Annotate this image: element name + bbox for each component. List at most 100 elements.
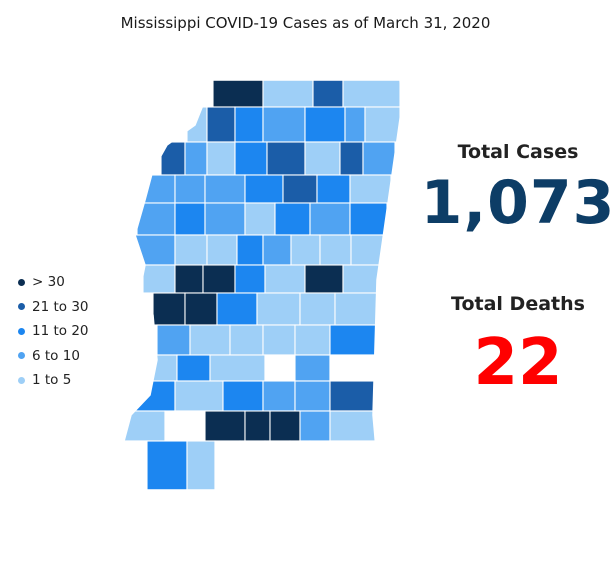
county-region: [186, 106, 208, 143]
county-region: [349, 202, 388, 236]
legend-label: 1 to 5: [32, 372, 72, 389]
county-region: [234, 264, 266, 294]
county-region: [202, 264, 236, 294]
county-region: [184, 292, 218, 326]
county-region: [269, 410, 301, 442]
county-region: [334, 292, 379, 326]
county-region: [329, 354, 378, 382]
county-region: [329, 380, 376, 412]
county-region: [304, 106, 346, 143]
county-region: [282, 174, 318, 204]
county-region: [329, 410, 376, 442]
county-region: [262, 106, 306, 143]
county-region: [204, 202, 246, 236]
map-title: Mississippi COVID-19 Cases as of March 3…: [120, 14, 491, 32]
county-region: [236, 234, 264, 266]
county-region: [349, 174, 392, 204]
county-region: [312, 80, 344, 108]
county-region: [292, 529, 331, 568]
county-region: [309, 202, 351, 236]
county-region: [204, 174, 246, 204]
legend-item: 1 to 5: [18, 368, 89, 393]
county-region: [206, 141, 236, 176]
legend-swatch: [18, 327, 25, 335]
county-region: [134, 380, 176, 412]
county-region: [309, 440, 331, 491]
county-region: [174, 264, 204, 294]
county-region: [294, 324, 331, 356]
county-region: [254, 489, 284, 531]
county-region: [304, 141, 341, 176]
total-deaths-label: Total Deaths: [451, 293, 585, 315]
county-region: [174, 174, 206, 204]
county-region: [274, 202, 311, 236]
county-region: [364, 106, 401, 143]
county-region: [244, 202, 276, 236]
county-region: [216, 292, 258, 326]
county-region: [262, 380, 296, 412]
county-region: [204, 410, 246, 442]
legend-label: 11 to 20: [32, 323, 89, 340]
county-region: [262, 324, 296, 356]
county-region: [342, 264, 381, 294]
county-region: [362, 141, 396, 176]
legend-swatch: [18, 376, 25, 384]
county-region: [304, 264, 344, 294]
legend-label: 6 to 10: [32, 347, 80, 364]
county-region: [222, 380, 264, 412]
legend-item: 6 to 10: [18, 344, 89, 369]
county-region: [264, 354, 296, 382]
county-region: [262, 80, 314, 108]
county-region: [184, 141, 208, 176]
county-region: [244, 174, 284, 204]
legend-swatch: [18, 303, 25, 311]
county-region: [189, 324, 231, 356]
county-region: [234, 106, 264, 143]
county-region: [282, 489, 301, 531]
county-region: [160, 141, 186, 176]
county-region: [212, 80, 264, 108]
legend-item: 21 to 30: [18, 295, 89, 320]
county-region: [134, 234, 176, 266]
county-region: [264, 264, 306, 294]
legend-item: > 30: [18, 270, 89, 295]
county-region: [329, 489, 358, 531]
county-region: [186, 440, 216, 491]
county-region: [174, 234, 208, 266]
county-region: [316, 174, 351, 204]
total-cases-label: Total Cases: [457, 141, 579, 163]
county-region: [244, 410, 271, 442]
county-region: [100, 440, 148, 491]
county-region: [254, 529, 294, 568]
county-region: [329, 324, 378, 356]
county-region: [256, 292, 301, 326]
county-region: [299, 410, 331, 442]
legend-label: 21 to 30: [32, 298, 89, 315]
county-region: [266, 141, 306, 176]
county-region: [264, 440, 291, 491]
county-region: [319, 234, 352, 266]
county-region: [174, 380, 224, 412]
county-region: [289, 440, 311, 491]
legend-item: 11 to 20: [18, 319, 89, 344]
county-region: [214, 440, 241, 491]
county-region: [262, 234, 292, 266]
county-region: [294, 354, 331, 382]
county-region: [294, 380, 331, 412]
county-region: [142, 264, 176, 294]
legend-label: > 30: [32, 274, 65, 291]
county-region: [299, 292, 336, 326]
county-region: [342, 80, 401, 108]
county-region: [350, 234, 384, 266]
total-cases-value: 1,073: [420, 168, 611, 238]
county-region: [176, 354, 211, 382]
legend-swatch: [18, 278, 25, 286]
county-region: [329, 440, 379, 491]
county-region: [339, 141, 364, 176]
county-region: [146, 440, 188, 491]
county-region: [206, 234, 238, 266]
county-region: [234, 141, 268, 176]
county-region: [229, 324, 264, 356]
county-region: [146, 354, 178, 382]
legend-swatch: [18, 352, 25, 360]
